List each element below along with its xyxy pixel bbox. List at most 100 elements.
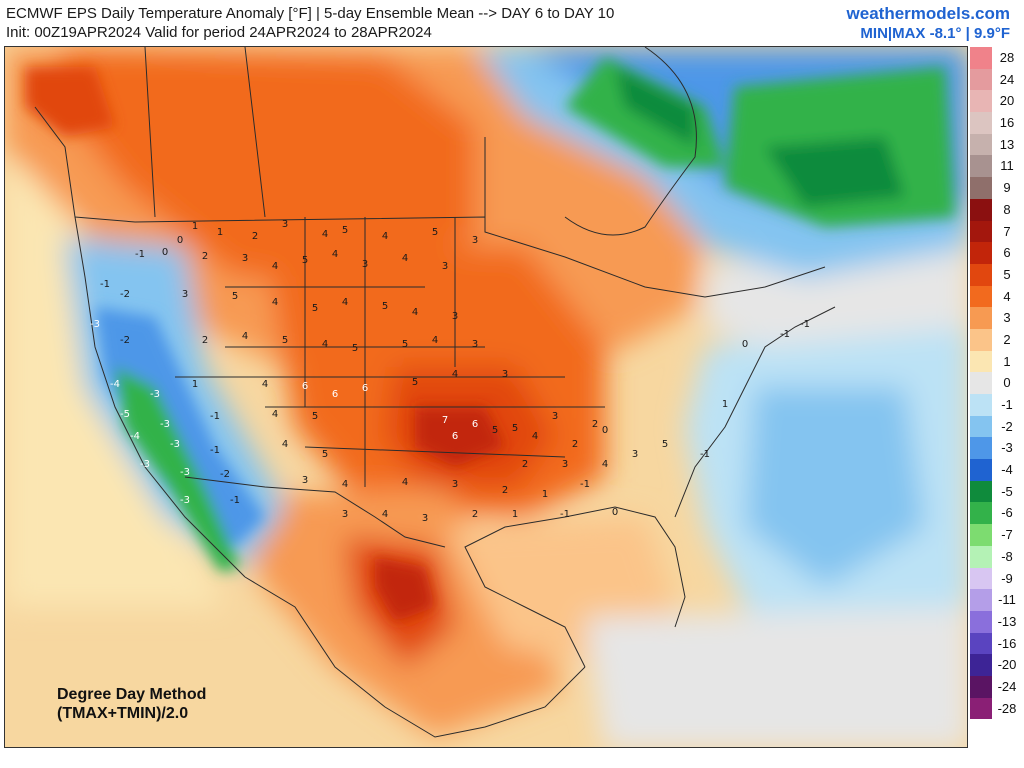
- legend-row: -7: [970, 524, 1022, 546]
- anomaly-value-label: 3: [472, 339, 478, 350]
- anomaly-value-label: 0: [177, 235, 183, 246]
- anomaly-value-label: -4: [130, 431, 140, 442]
- legend-label: 0: [1003, 375, 1011, 391]
- anomaly-value-label: 1: [722, 399, 728, 410]
- anomaly-value-label: -5: [120, 409, 130, 420]
- anomaly-map: 1 0 1 2 3 4 5 4 5 3 -1 0 2 3 4 5 4 3 4 3 -1 -2 3 5 4 5 4 5 4 3 -3 -2 2 4 5…: [4, 46, 968, 748]
- legend-row: 7: [970, 220, 1022, 243]
- legend-swatch: [970, 632, 992, 655]
- anomaly-value-label: 4: [382, 231, 388, 242]
- brand-block: weathermodels.com MIN|MAX -8.1° | 9.9°F: [847, 4, 1010, 43]
- legend-row: -28: [970, 697, 1022, 720]
- legend-label: 28: [999, 50, 1015, 65]
- anomaly-value-label: 4: [322, 229, 328, 240]
- anomaly-value-label: 2: [522, 459, 528, 470]
- anomaly-value-label: 4: [282, 439, 288, 450]
- legend-swatch: [970, 90, 992, 113]
- anomaly-value-label: 5: [402, 339, 408, 350]
- anomaly-value-label: 6: [362, 383, 368, 394]
- anomaly-value-label: -2: [120, 335, 130, 346]
- anomaly-value-label: 6: [452, 431, 458, 442]
- anomaly-value-label: -1: [800, 319, 810, 330]
- pacific-coastline: [34, 106, 246, 578]
- anomaly-value-label: 4: [452, 369, 458, 380]
- legend-row: -6: [970, 502, 1022, 525]
- legend-label: 5: [1003, 266, 1011, 282]
- anomaly-value-label: 3: [342, 509, 348, 520]
- legend-label: 4: [1003, 288, 1011, 304]
- anomaly-value-label: 2: [252, 231, 258, 242]
- anomaly-value-label: 2: [202, 335, 208, 346]
- legend-swatch: [970, 263, 992, 286]
- anomaly-value-label: 4: [272, 297, 278, 308]
- anomaly-value-label: 5: [232, 291, 238, 302]
- legend-row: 1: [970, 350, 1022, 373]
- anomaly-value-label: 4: [342, 297, 348, 308]
- anomaly-value-label: 0: [162, 247, 168, 258]
- anomaly-value-label: 5: [382, 301, 388, 312]
- legend-swatch: [970, 328, 992, 351]
- anomaly-value-label: 1: [192, 221, 198, 232]
- anomaly-value-label: -1: [560, 509, 570, 520]
- legend-row: 20: [970, 90, 1022, 113]
- anomaly-value-label: -3: [140, 459, 150, 470]
- geo-boundaries: [34, 47, 836, 738]
- anomaly-value-label: 5: [322, 449, 328, 460]
- legend-row: 13: [970, 133, 1022, 156]
- anomaly-value-label: 3: [562, 459, 568, 470]
- mexico-pacific-coast: [244, 576, 586, 738]
- anomaly-value-label: -3: [170, 439, 180, 450]
- anomaly-value-label: -3: [90, 319, 100, 330]
- anomaly-value-label: 3: [452, 479, 458, 490]
- legend-swatch: [970, 480, 992, 503]
- anomaly-value-label: -3: [160, 419, 170, 430]
- anomaly-value-label: 3: [302, 475, 308, 486]
- legend-row: 2: [970, 328, 1022, 351]
- anomaly-value-label: 4: [332, 249, 338, 260]
- legend-label: 3: [1003, 310, 1011, 326]
- anomaly-value-label: 3: [422, 513, 428, 524]
- anomaly-value-label: 0: [612, 507, 618, 518]
- anomaly-value-label: 3: [362, 259, 368, 270]
- color-legend: 28 24 20 16 13 11 9 8 7 6 5 4 3 2 1 0 -1 -2 -3 -4 -5 -6 -7 -8 -9…: [970, 47, 1022, 720]
- map-subtitle: Init: 00Z19APR2024 Valid for period 24AP…: [6, 24, 432, 41]
- legend-row: -24: [970, 675, 1022, 698]
- legend-row: -2: [970, 415, 1022, 438]
- us-mexico-border: [184, 476, 446, 548]
- anomaly-value-label: 1: [542, 489, 548, 500]
- brand-link[interactable]: weathermodels.com: [846, 4, 1010, 23]
- legend-row: 9: [970, 177, 1022, 199]
- method-line2: (TMAX+TMIN)/2.0: [57, 705, 189, 722]
- anomaly-value-label: -1: [580, 479, 590, 490]
- legend-label: -16: [997, 635, 1017, 651]
- anomaly-value-label: -1: [100, 279, 110, 290]
- us-canada-border: [74, 216, 826, 298]
- minmax-readout: MIN|MAX -8.1° | 9.9°F: [860, 25, 1010, 42]
- legend-label: 9: [1003, 180, 1011, 196]
- anomaly-value-label: 7: [442, 415, 448, 426]
- legend-swatch: [970, 697, 992, 720]
- anomaly-value-label: 5: [302, 255, 308, 266]
- anomaly-value-label: 3: [552, 411, 558, 422]
- anomaly-value-label: 4: [322, 339, 328, 350]
- atlantic-coastline: [674, 306, 836, 518]
- anomaly-value-label: 3: [282, 219, 288, 230]
- anomaly-value-label: 3: [632, 449, 638, 460]
- legend-label: -1: [1001, 397, 1013, 412]
- legend-swatch: [970, 350, 992, 373]
- legend-label: 24: [999, 71, 1015, 87]
- anomaly-value-label: 6: [332, 389, 338, 400]
- anomaly-value-label: 3: [442, 261, 448, 272]
- map-title: ECMWF EPS Daily Temperature Anomaly [°F]…: [6, 5, 615, 22]
- legend-label: -28: [997, 700, 1017, 716]
- legend-swatch: [970, 654, 992, 676]
- legend-row: -13: [970, 610, 1022, 633]
- hudson-bay-coast: [564, 47, 697, 236]
- anomaly-value-label: 4: [412, 307, 418, 318]
- anomaly-value-label: 4: [272, 409, 278, 420]
- legend-swatch: [970, 47, 992, 69]
- legend-row: 8: [970, 198, 1022, 221]
- anomaly-value-label: 4: [602, 459, 608, 470]
- anomaly-value-label: 5: [512, 423, 518, 434]
